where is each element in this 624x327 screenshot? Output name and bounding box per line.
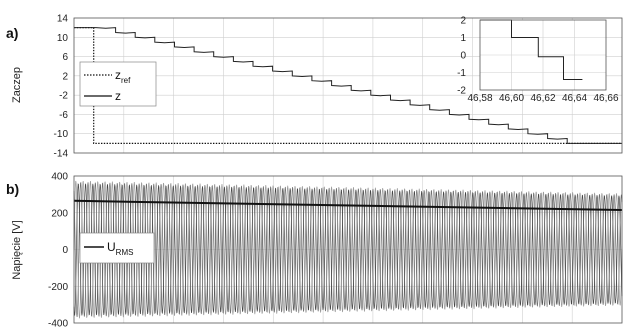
z-series <box>74 27 622 144</box>
inset-series-line <box>480 19 583 80</box>
inset-series <box>480 19 583 80</box>
inset-x-tick-label: 46,58 <box>467 93 492 104</box>
panel-a-legend: zref z <box>79 61 157 107</box>
panel-a-frame <box>73 17 623 154</box>
inset-y-tick-label: 0 <box>460 51 466 62</box>
panel-a-y-tick-label: -14 <box>54 149 69 160</box>
panel-a-y-tick-label: 14 <box>57 14 69 25</box>
panel-b-y-ticks: 400 200 0 -200 -400 <box>48 172 68 327</box>
panel-b-legend: URMS <box>79 232 155 264</box>
urms-series <box>73 199 623 211</box>
panel-a-y-tick-label: -10 <box>54 129 69 140</box>
panel-a-legend-box <box>79 61 157 107</box>
panel-b-legend-box <box>79 232 155 264</box>
inset-frame <box>479 19 607 91</box>
legend-zref-sub: ref <box>121 76 131 85</box>
panel-a-series <box>74 27 622 144</box>
legend-zref-main: z <box>115 68 121 82</box>
panel-a-label: a) <box>6 25 18 41</box>
panel-a-y-ticks: 14 10 6 2 -2 -6 -10 -14 <box>54 14 69 160</box>
voltage-phase-3 <box>73 183 623 316</box>
inset-x-tick-label: 46,66 <box>593 93 618 104</box>
inset-x-tick-label: 46,64 <box>562 93 587 104</box>
panel-b-ylabel: Napięcie [V] <box>11 220 23 279</box>
voltage-phase-2 <box>73 181 623 317</box>
panel-a-y-tick-label: 10 <box>57 33 69 44</box>
legend-zref-label: zref <box>115 68 131 85</box>
panel-a-ylabel: Zaczep <box>11 67 23 103</box>
voltage-phase-1 <box>73 180 623 319</box>
panel-b-y-tick-label: -200 <box>48 282 68 293</box>
panel-b-y-tick-label: 400 <box>51 172 68 183</box>
panel-b: 400 200 0 -200 -400 b) Napięcie [V] URMS <box>6 172 623 327</box>
panel-b-y-tick-label: 0 <box>62 245 68 256</box>
inset-x-tick-label: 46,60 <box>499 93 524 104</box>
inset-x-tick-label: 46,62 <box>530 93 555 104</box>
legend-z-label: z <box>115 89 121 103</box>
panel-a-y-tick-label: 2 <box>62 71 68 82</box>
inset-y-tick-label: 2 <box>460 16 466 27</box>
inset-y-tick-label: 1 <box>460 33 466 44</box>
panel-a-y-tick-label: 6 <box>62 52 68 63</box>
inset-y-tick-label: -1 <box>457 68 466 79</box>
panel-b-y-tick-label: 200 <box>51 208 68 219</box>
inset-ticks: 46,58 46,60 46,62 46,64 46,66 2 1 0 -1 -2 <box>457 16 619 105</box>
panel-b-y-tick-label: -400 <box>48 319 68 327</box>
panel-b-frame <box>73 175 623 324</box>
legend-urms-label: URMS <box>107 240 133 257</box>
panel-a-y-tick-label: -2 <box>59 91 68 102</box>
panel-b-label: b) <box>6 181 19 197</box>
panel-b-series <box>73 180 623 319</box>
legend-urms-main: U <box>107 240 116 254</box>
panel-a-y-tick-label: -6 <box>59 110 68 121</box>
inset-y-tick-label: -2 <box>457 86 466 97</box>
panel-a-inset: 46,58 46,60 46,62 46,64 46,66 2 1 0 -1 -2 <box>457 16 619 105</box>
legend-urms-sub: RMS <box>116 248 134 257</box>
